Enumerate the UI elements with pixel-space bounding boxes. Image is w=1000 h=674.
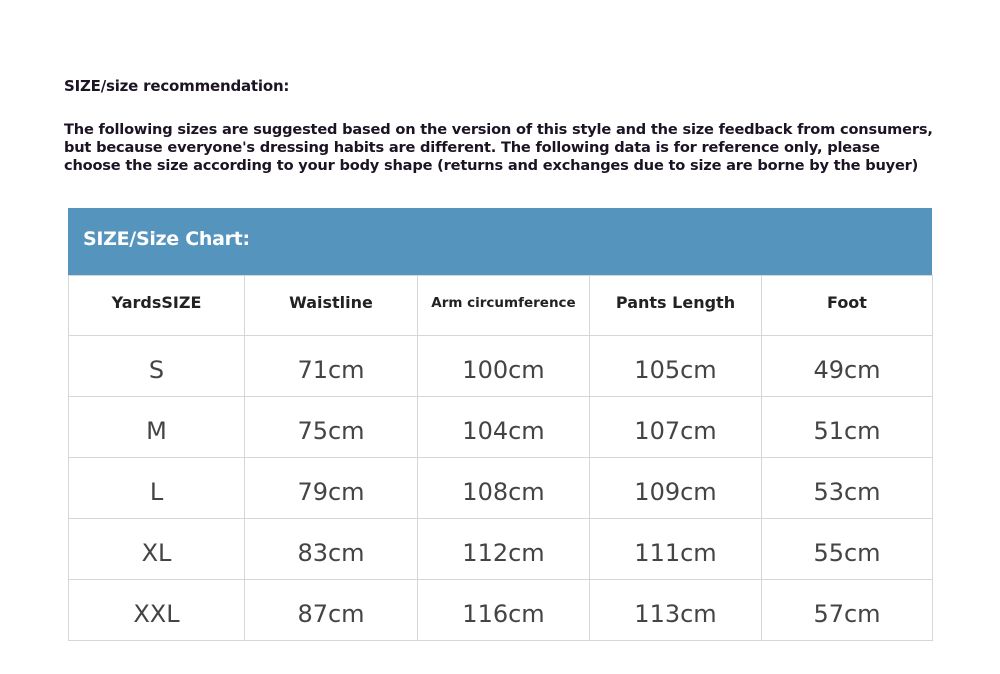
table-row: XL 83cm 112cm 111cm 55cm bbox=[68, 518, 933, 580]
table-header-row: YardsSIZE Waistline Arm circumference Pants… bbox=[68, 275, 933, 336]
table-cell: 49cm bbox=[761, 335, 933, 397]
column-header: Arm circumference bbox=[417, 275, 590, 336]
table-cell: 107cm bbox=[589, 396, 762, 458]
column-header: YardsSIZE bbox=[68, 275, 245, 336]
table-cell: M bbox=[68, 396, 245, 458]
size-chart-table: YardsSIZE Waistline Arm circumference Pants… bbox=[68, 275, 933, 641]
size-chart-title: SIZE/Size Chart: bbox=[83, 228, 250, 250]
table-row: XXL 87cm 116cm 113cm 57cm bbox=[68, 579, 933, 641]
table-row: M 75cm 104cm 107cm 51cm bbox=[68, 396, 933, 458]
description-line: choose the size according to your body s… bbox=[64, 157, 919, 174]
table-cell: 116cm bbox=[417, 579, 590, 641]
table-cell: 57cm bbox=[761, 579, 933, 641]
table-cell: 75cm bbox=[244, 396, 418, 458]
description-line: The following sizes are suggested based … bbox=[64, 121, 933, 138]
table-cell: 71cm bbox=[244, 335, 418, 397]
column-header: Pants Length bbox=[589, 275, 762, 336]
table-cell: L bbox=[68, 457, 245, 519]
table-cell: 55cm bbox=[761, 518, 933, 580]
table-cell: 113cm bbox=[589, 579, 762, 641]
size-chart-header: SIZE/Size Chart: bbox=[68, 208, 932, 275]
table-cell: 53cm bbox=[761, 457, 933, 519]
table-cell: XXL bbox=[68, 579, 245, 641]
table-cell: 87cm bbox=[244, 579, 418, 641]
column-header: Foot bbox=[761, 275, 933, 336]
table-row: L 79cm 108cm 109cm 53cm bbox=[68, 457, 933, 519]
table-cell: S bbox=[68, 335, 245, 397]
table-cell: 111cm bbox=[589, 518, 762, 580]
table-cell: 83cm bbox=[244, 518, 418, 580]
page-title: SIZE/size recommendation: bbox=[64, 77, 290, 95]
table-cell: 51cm bbox=[761, 396, 933, 458]
description-line: but because everyone's dressing habits a… bbox=[64, 139, 880, 156]
description: The following sizes are suggested based … bbox=[64, 121, 964, 175]
table-cell: 100cm bbox=[417, 335, 590, 397]
column-header: Waistline bbox=[244, 275, 418, 336]
table-cell: XL bbox=[68, 518, 245, 580]
table-cell: 109cm bbox=[589, 457, 762, 519]
table-cell: 108cm bbox=[417, 457, 590, 519]
table-cell: 105cm bbox=[589, 335, 762, 397]
table-cell: 79cm bbox=[244, 457, 418, 519]
table-cell: 112cm bbox=[417, 518, 590, 580]
table-row: S 71cm 100cm 105cm 49cm bbox=[68, 335, 933, 397]
table-cell: 104cm bbox=[417, 396, 590, 458]
